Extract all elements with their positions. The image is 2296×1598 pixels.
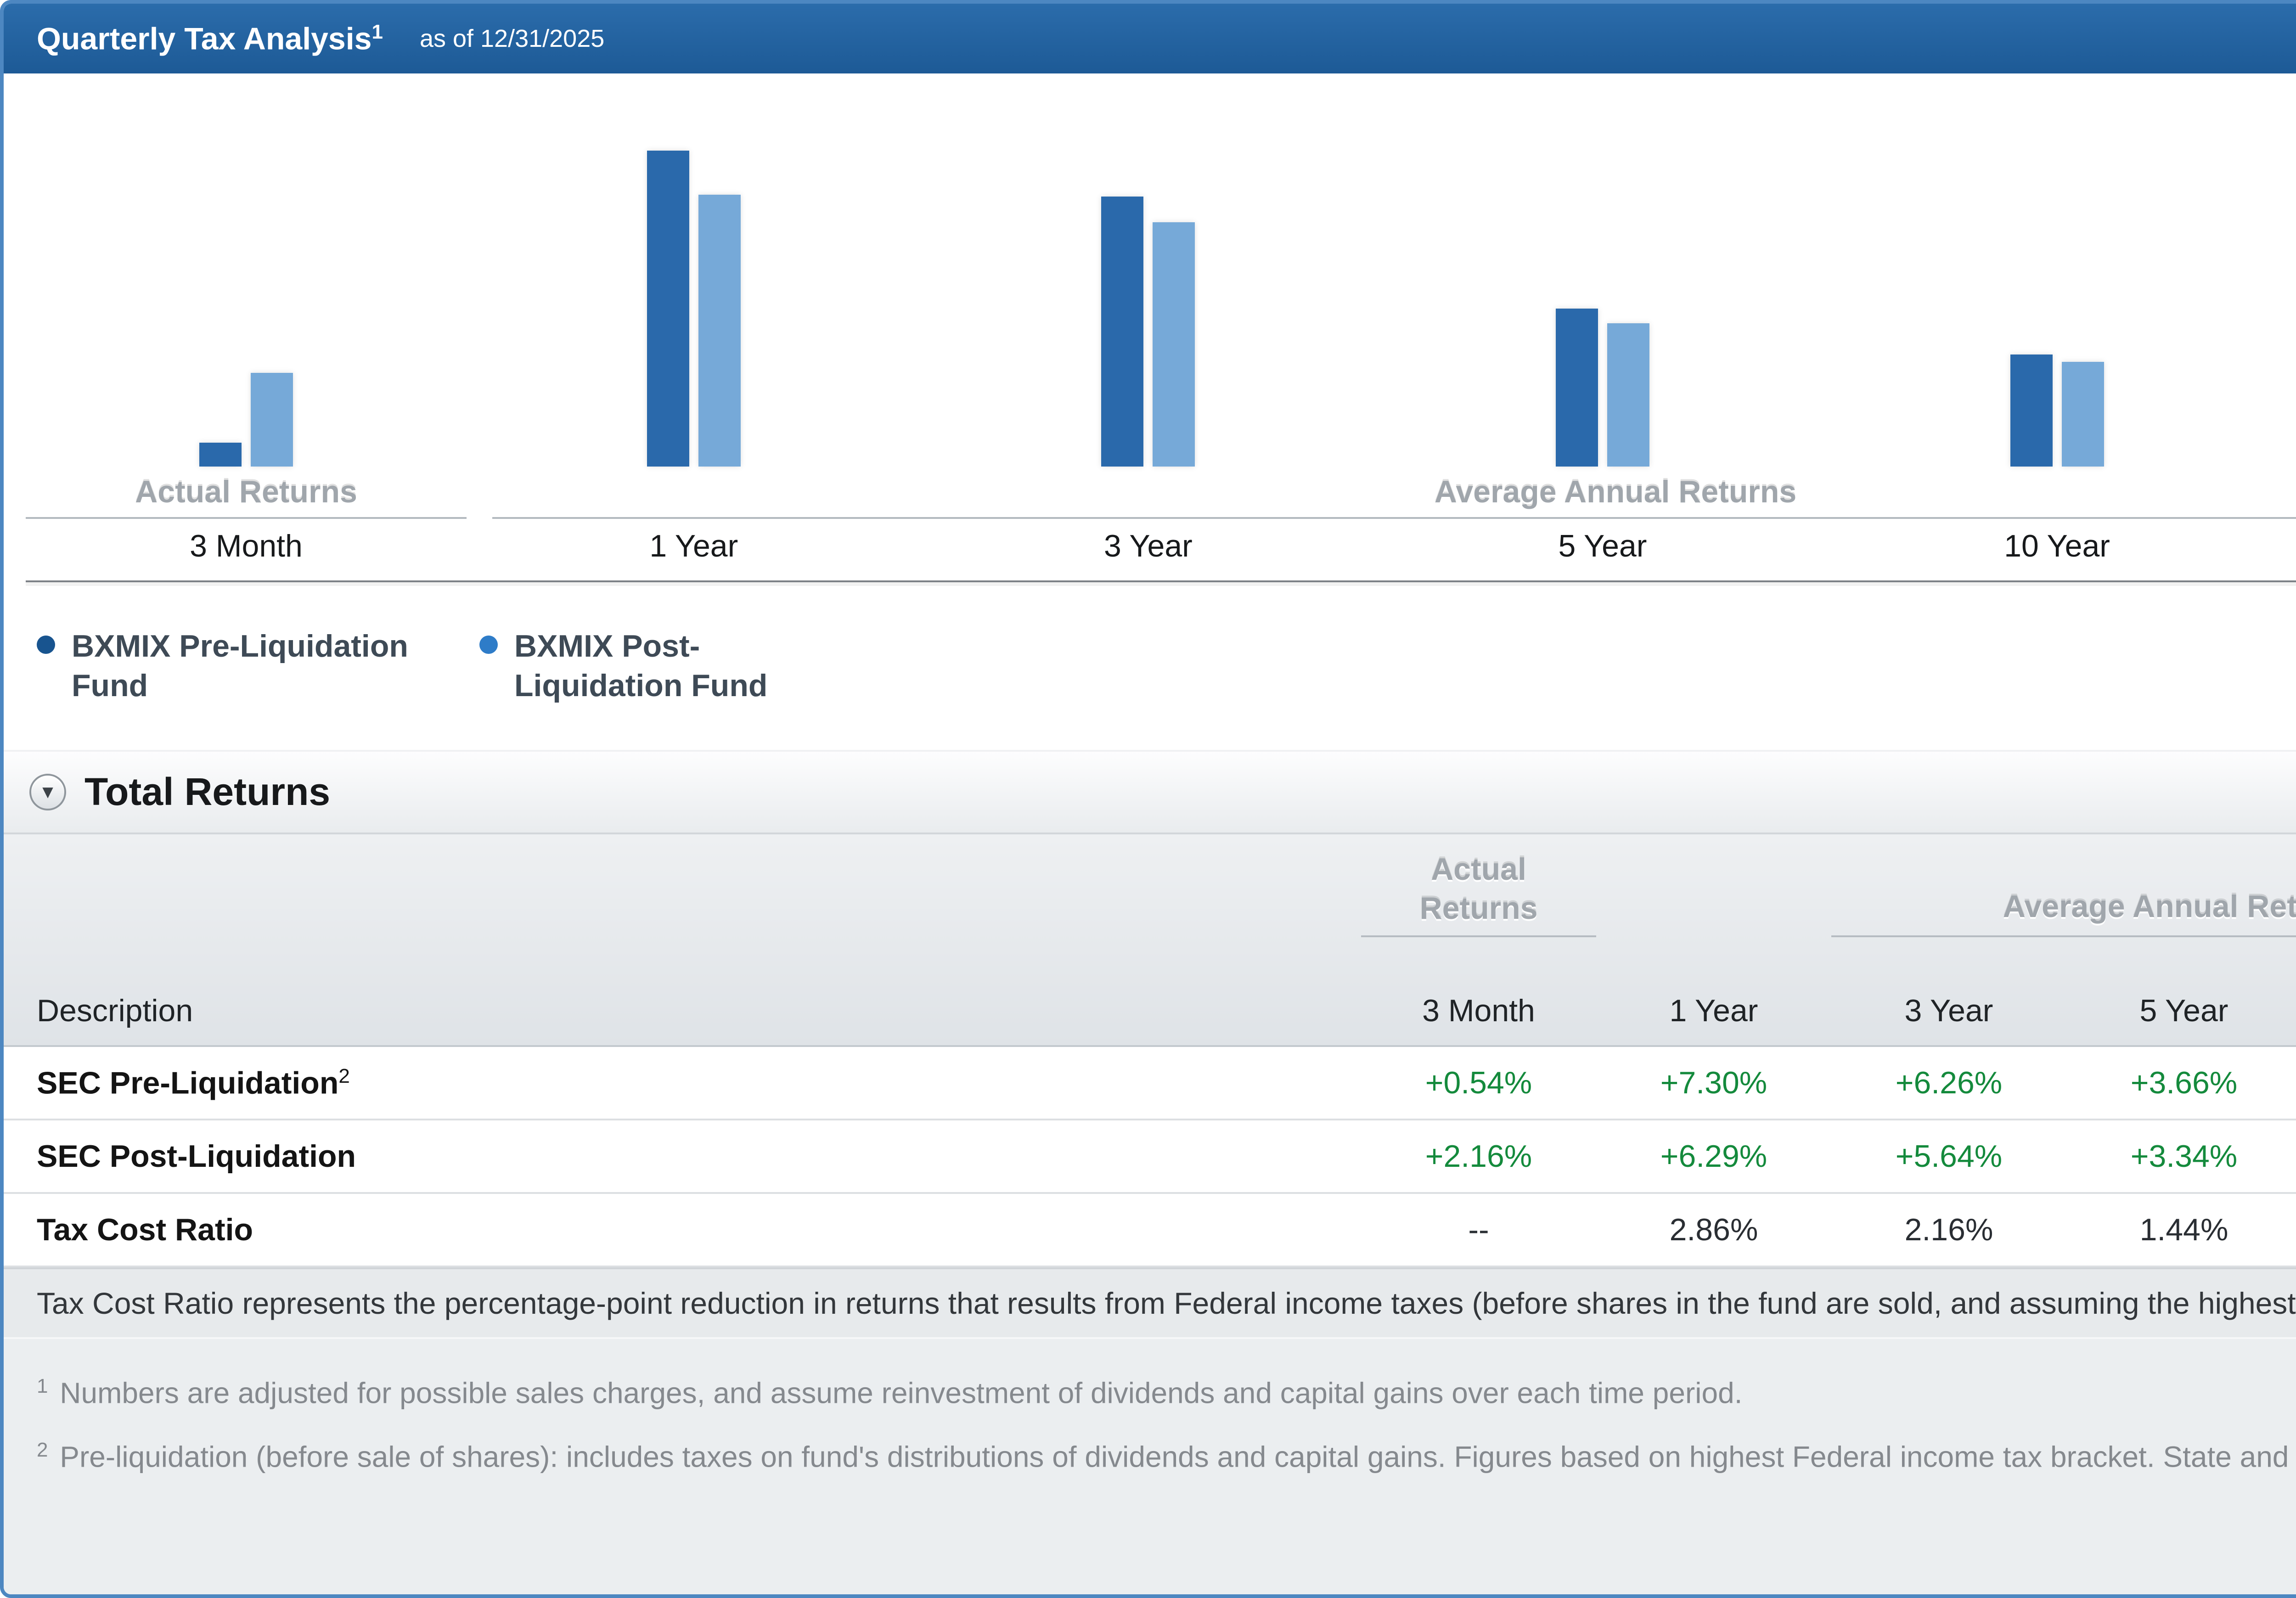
legend-item-post-liquidation: BXMIX Post-Liquidation Fund <box>479 626 867 706</box>
column-header-3-year: 3 Year <box>1904 993 1993 1029</box>
table-row-tax-cost-ratio: Tax Cost Ratio--2.86%2.16%1.44%1.15%-- <box>4 1194 2296 1268</box>
bar-group-1-year <box>467 151 921 467</box>
as-of-date: as of 12/31/2025 <box>419 25 605 52</box>
table-group-header-row: Actual Returns Average Annual Returns <box>4 834 2296 937</box>
footnotes: 1 Numbers are adjusted for possible sale… <box>4 1337 2296 1595</box>
table-cell: +5.64% <box>1895 1139 2003 1174</box>
bar-post-liquidation-3-month <box>251 373 293 467</box>
x-axis-label-1-year: 1 Year <box>649 529 738 563</box>
bar-pre-liquidation-5-year <box>1555 309 1598 467</box>
row-label: SEC Pre-Liquidation2 <box>37 1064 350 1101</box>
table-row-sec-post-liquidation: SEC Post-Liquidation +2.16% +6.29% +5.64% +3… <box>4 1120 2296 1194</box>
title-footnote-marker: 1 <box>371 20 383 43</box>
group-header-actual-returns: Actual Returns <box>1361 850 1596 937</box>
plot-row: 8%6%4%2% <box>4 96 2296 467</box>
total-returns-section-header: ▼ Total Returns <box>4 749 2296 834</box>
table-cell: +2.16% <box>1425 1139 1532 1174</box>
bar-post-liquidation-5-year <box>1607 323 1649 467</box>
footnote-1: 1 Numbers are adjusted for possible sale… <box>37 1375 1743 1410</box>
chevron-down-icon: ▼ <box>39 782 57 802</box>
x-axis-labels: 3 Month 1 Year 3 Year 5 Year 10 Year Since In… <box>26 519 2296 582</box>
table-cell: -- <box>1468 1212 1489 1248</box>
bar-group-3-month <box>26 373 467 467</box>
legend-label-pre-liquidation: BXMIX Pre-Liquidation Fund <box>72 629 408 703</box>
table-cell: +6.26% <box>1895 1065 2003 1101</box>
plot-area <box>4 96 2296 467</box>
bar-pre-liquidation-3-month <box>199 443 242 467</box>
total-returns-table: Actual Returns Average Annual Returns De… <box>4 834 2296 1338</box>
x-axis-group-labels: Actual Returns Average Annual Returns <box>26 474 2296 519</box>
table-cell: +3.66% <box>2130 1065 2238 1101</box>
table-cell: +7.30% <box>1660 1065 1767 1101</box>
bar-post-liquidation-1-year <box>698 195 741 467</box>
footnote-marker: 1 <box>37 1375 48 1398</box>
bar-group-10-year <box>1830 354 2285 467</box>
page-title: Quarterly Tax Analysis1 <box>37 21 383 57</box>
header-bar: Quarterly Tax Analysis1 as of 12/31/2025 <box>4 4 2296 73</box>
legend-dot-post-liquidation <box>479 636 498 654</box>
bar-post-liquidation-10-year <box>2061 362 2104 467</box>
bar-group-3-year <box>921 197 1376 467</box>
table-cell: 2.86% <box>1669 1212 1758 1248</box>
group-header-average-annual-returns: Average Annual Returns <box>1831 889 2296 937</box>
group-label-average-annual-returns: Average Annual Returns <box>1434 474 1797 509</box>
table-cell: +0.54% <box>1425 1065 1532 1101</box>
chart-legend: BXMIX Pre-Liquidation Fund BXMIX Post-Li… <box>37 626 2296 706</box>
legend-label-post-liquidation: BXMIX Post-Liquidation Fund <box>514 629 768 703</box>
returns-bar-chart: 8%6%4%2% Actual Returns Average Annual R… <box>4 73 2296 706</box>
table-cell: 2.16% <box>1904 1212 1993 1248</box>
x-axis-label-3-month: 3 Month <box>190 529 303 563</box>
group-header-actual-returns-label: Actual Returns <box>1419 851 1538 926</box>
legend-item-pre-liquidation: BXMIX Pre-Liquidation Fund <box>37 626 424 706</box>
column-header-1-year: 1 Year <box>1669 993 1758 1029</box>
tax-cost-ratio-note: Tax Cost Ratio represents the percentage… <box>4 1267 2296 1338</box>
column-header-3-month: 3 Month <box>1422 993 1535 1029</box>
table-header: Actual Returns Average Annual Returns De… <box>4 834 2296 1047</box>
row-label: SEC Post-Liquidation <box>37 1139 356 1174</box>
table-cell: 1.44% <box>2139 1212 2228 1248</box>
table-body: SEC Pre-Liquidation2 +0.54% +7.30% +6.26% +3… <box>4 1047 2296 1268</box>
bar-pre-liquidation-3-year <box>1101 197 1144 467</box>
bar-post-liquidation-3-year <box>1153 222 1195 467</box>
footnote-2: 2 Pre-liquidation (before sale of shares… <box>37 1439 2296 1474</box>
page-title-text: Quarterly Tax Analysis <box>37 21 372 56</box>
x-axis-label-since-inception: Since Inception <box>2284 519 2296 580</box>
column-header-5-year: 5 Year <box>2139 993 2228 1029</box>
group-cell-average-annual-returns: Average Annual Returns <box>492 474 2296 519</box>
table-cell: +3.34% <box>2130 1139 2238 1174</box>
column-header-description: Description <box>37 993 193 1029</box>
table-row-sec-pre-liquidation: SEC Pre-Liquidation2 +0.54% +7.30% +6.26% +3… <box>4 1047 2296 1121</box>
legend-dot-pre-liquidation <box>37 636 55 654</box>
group-label-actual-returns: Actual Returns <box>135 474 357 509</box>
bar-pre-liquidation-1-year <box>647 151 689 467</box>
collapse-toggle-button[interactable]: ▼ <box>29 773 66 810</box>
table-cell: +6.29% <box>1660 1139 1767 1174</box>
bar-pre-liquidation-10-year <box>2010 354 2053 467</box>
x-axis-label-10-year: 10 Year <box>2004 529 2110 563</box>
bar-group-since-inception <box>2284 358 2296 467</box>
group-cell-actual-returns: Actual Returns <box>26 474 467 519</box>
x-axis-label-3-year: 3 Year <box>1103 529 1193 563</box>
footnote-marker: 2 <box>37 1439 48 1462</box>
row-footnote-marker: 2 <box>338 1064 350 1087</box>
group-header-average-annual-returns-label: Average Annual Returns <box>2003 889 2296 924</box>
table-column-header-row: Description 3 Month 1 Year 3 Year 5 Year… <box>4 937 2296 1046</box>
x-axis-label-5-year: 5 Year <box>1558 529 1647 563</box>
section-title: Total Returns <box>84 770 331 814</box>
row-label: Tax Cost Ratio <box>37 1212 253 1248</box>
bar-group-5-year <box>1375 309 1830 467</box>
